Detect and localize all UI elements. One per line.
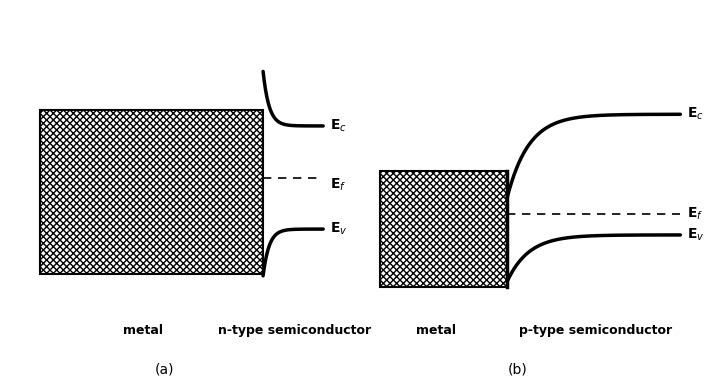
Text: E$_f$: E$_f$ — [330, 176, 346, 192]
Text: metal: metal — [123, 324, 163, 337]
Text: p-type semiconductor: p-type semiconductor — [519, 324, 672, 337]
Text: (b): (b) — [508, 362, 528, 376]
Bar — [380, 171, 507, 287]
Text: n-type semiconductor: n-type semiconductor — [218, 324, 371, 337]
Text: E$_v$: E$_v$ — [688, 227, 705, 243]
Text: E$_c$: E$_c$ — [688, 106, 705, 122]
Text: E$_c$: E$_c$ — [330, 118, 347, 134]
Text: metal: metal — [417, 324, 456, 337]
Text: E$_f$: E$_f$ — [688, 205, 704, 222]
Text: E$_v$: E$_v$ — [330, 221, 348, 237]
Bar — [41, 111, 263, 274]
Text: (a): (a) — [154, 362, 173, 376]
